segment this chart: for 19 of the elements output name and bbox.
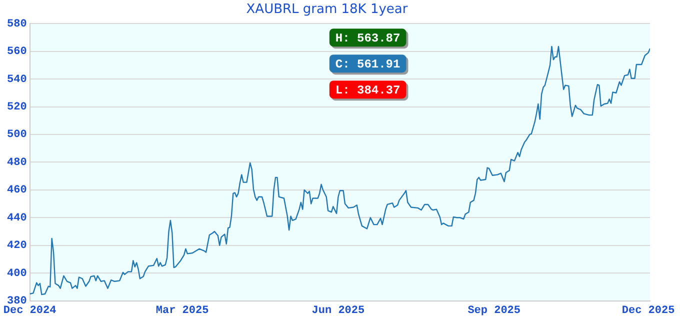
annotation: H: 563.87 bbox=[335, 32, 400, 46]
x-tick-label: Sep 2025 bbox=[468, 305, 521, 318]
chart-title: XAUBRL gram 18K 1year bbox=[246, 2, 408, 18]
x-tick-label: Dec 2025 bbox=[622, 305, 676, 318]
y-tick-label: 560 bbox=[6, 46, 27, 58]
y-tick-label: 460 bbox=[6, 184, 27, 197]
x-tick-label: Mar 2025 bbox=[156, 305, 210, 318]
y-tick-label: 420 bbox=[6, 240, 27, 252]
y-tick-label: 500 bbox=[6, 129, 27, 142]
annotation: C: 561.91 bbox=[335, 58, 400, 72]
x-tick-label: Jun 2025 bbox=[312, 305, 366, 318]
y-tick-label: 480 bbox=[6, 156, 27, 169]
y-tick-label: 400 bbox=[6, 268, 27, 280]
annotation: L: 384.37 bbox=[335, 84, 400, 98]
y-tick-label: 540 bbox=[6, 74, 27, 86]
y-tick-label: 440 bbox=[6, 212, 27, 224]
y-tick-label: 580 bbox=[6, 18, 27, 30]
y-tick-label: 520 bbox=[6, 102, 27, 114]
x-tick-label: Dec 2024 bbox=[3, 305, 57, 318]
